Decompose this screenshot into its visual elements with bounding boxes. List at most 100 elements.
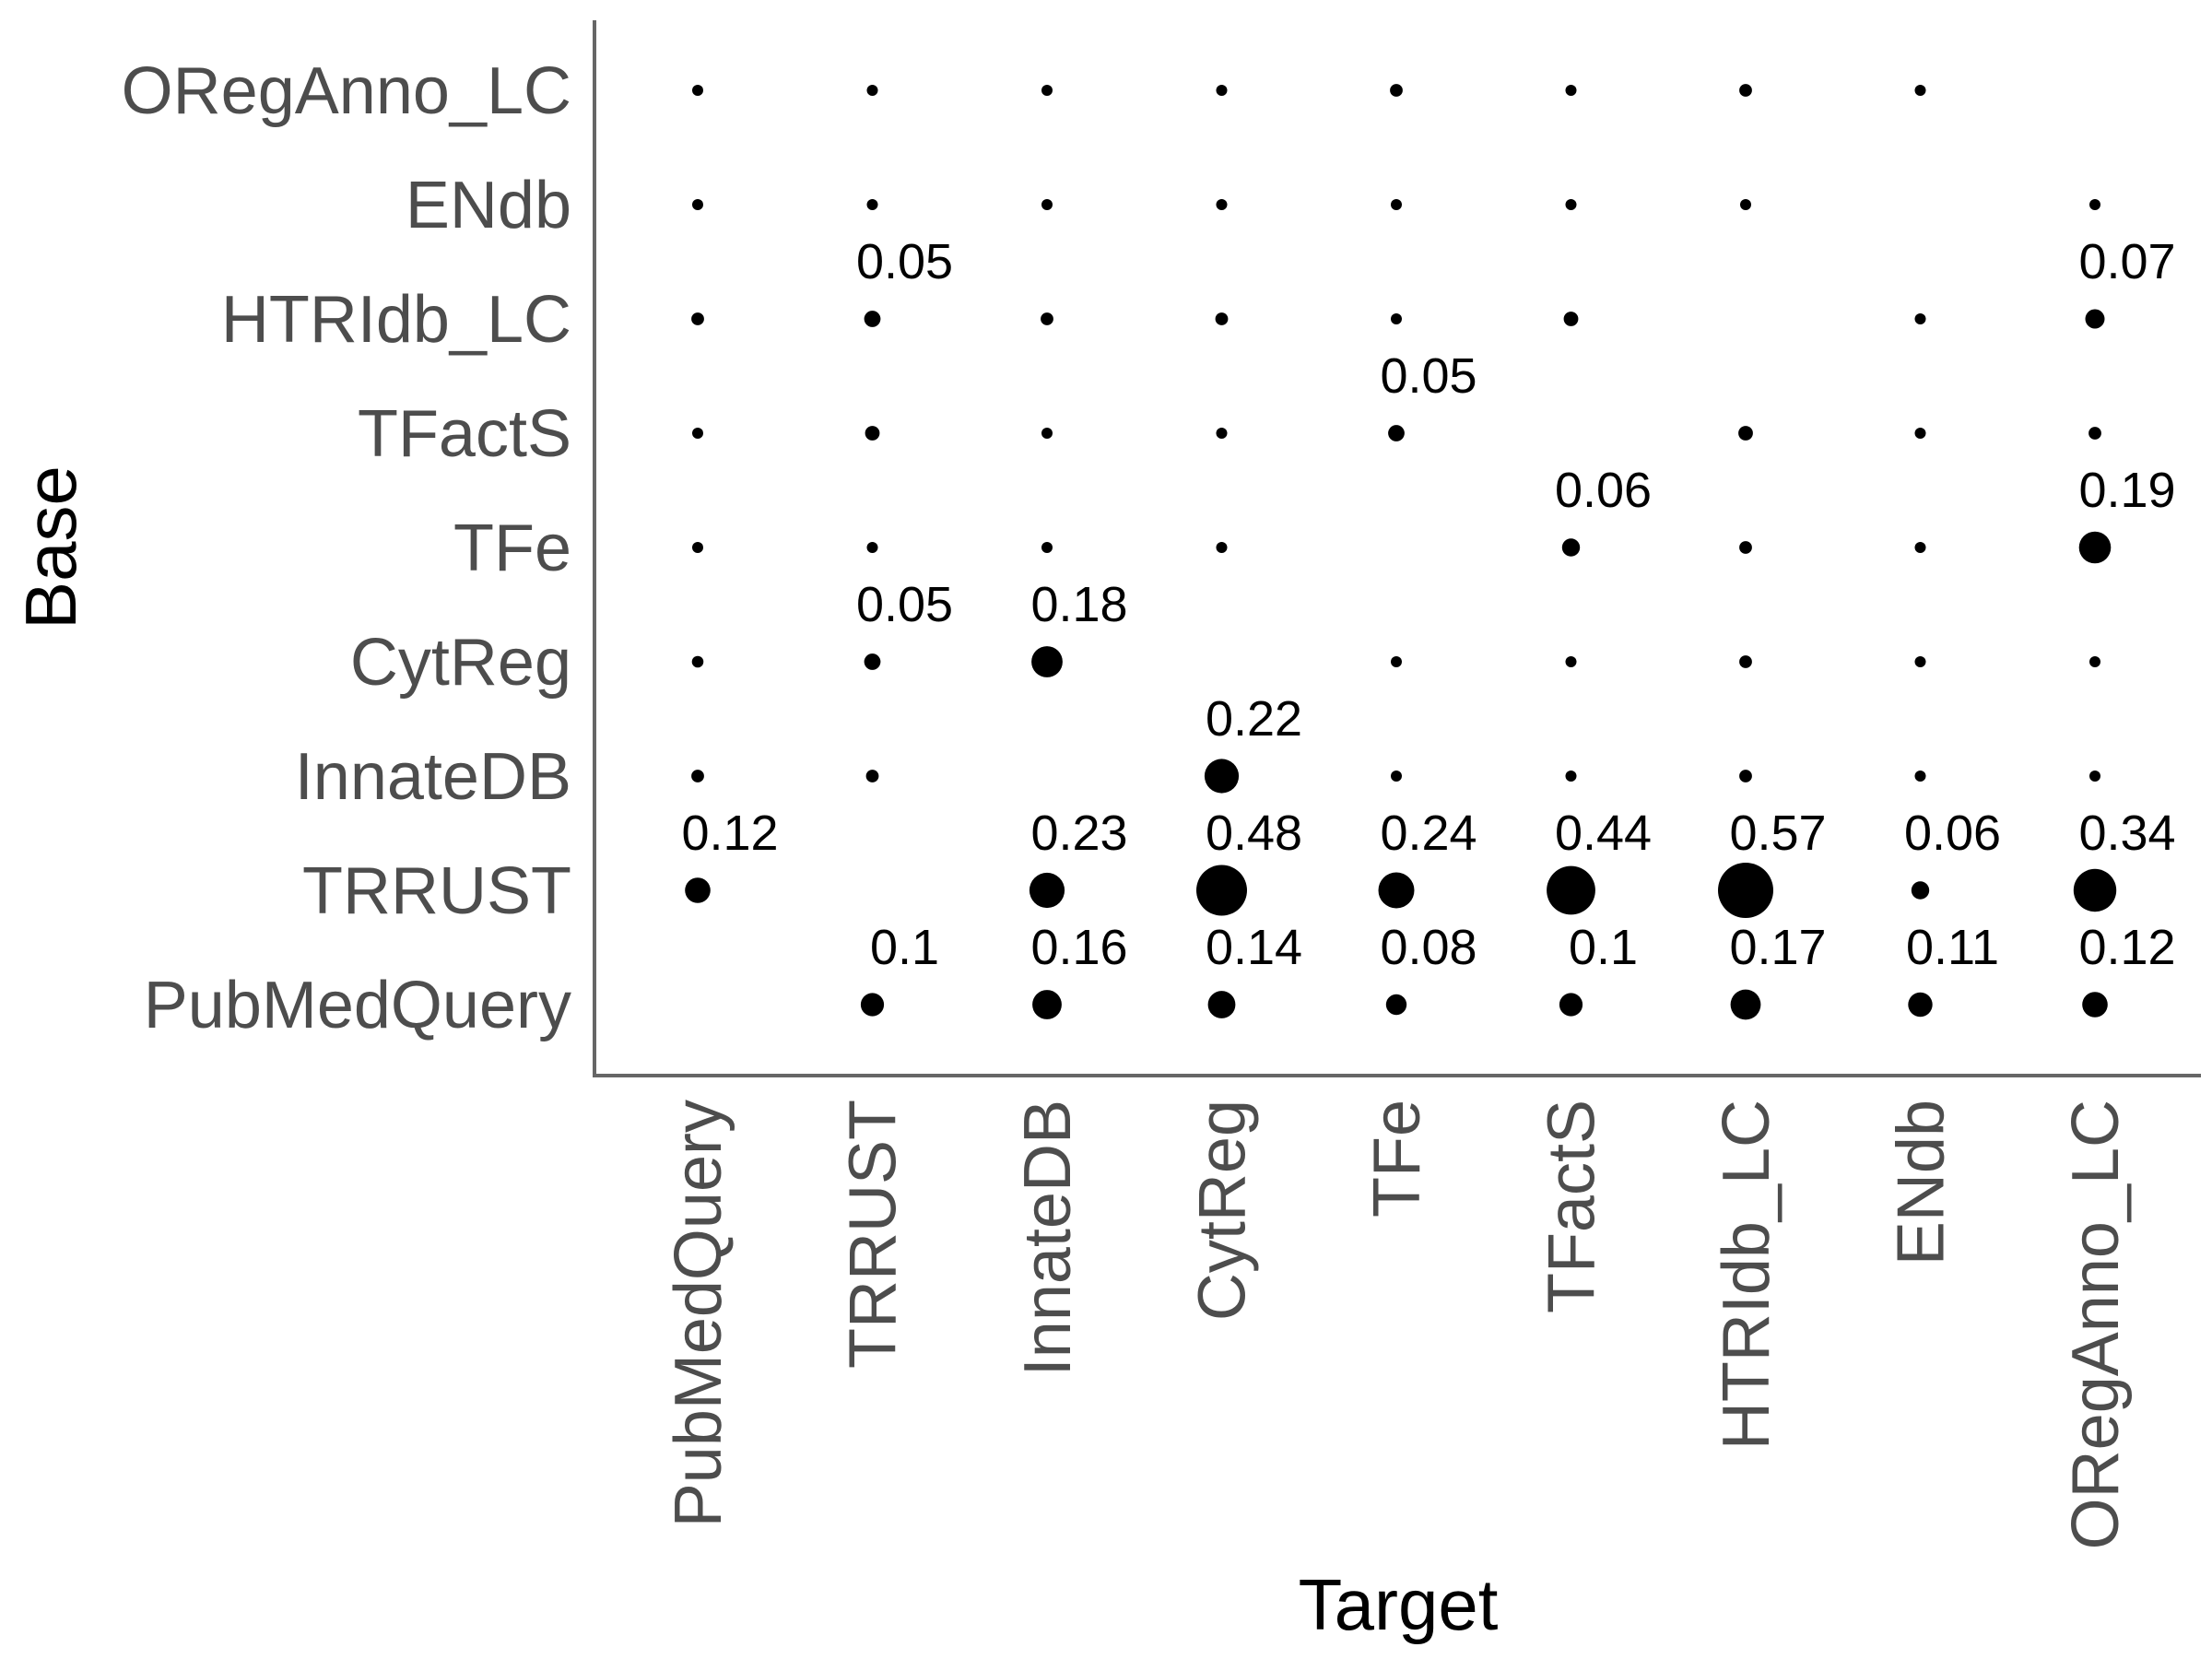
y-tick-label: TFe bbox=[453, 512, 571, 585]
data-point bbox=[865, 426, 880, 441]
data-point bbox=[1718, 863, 1773, 918]
y-tick-label: InnateDB bbox=[295, 740, 571, 814]
y-tick-label: TFactS bbox=[358, 397, 571, 471]
data-label: 0.05 bbox=[1380, 348, 1477, 404]
data-point bbox=[1914, 656, 1926, 667]
data-point bbox=[1914, 542, 1926, 553]
data-label: 0.23 bbox=[1030, 806, 1127, 861]
data-label: 0.14 bbox=[1206, 920, 1302, 975]
data-label: 0.16 bbox=[1030, 920, 1127, 975]
y-tick-label: CytReg bbox=[350, 626, 571, 700]
data-label: 0.12 bbox=[681, 806, 778, 861]
x-tick-labels: PubMedQuery TRRUST InnateDB CytReg TFe TFactS… bbox=[662, 1100, 2133, 1549]
data-label: 0.17 bbox=[1729, 920, 1826, 975]
data-label: 0.18 bbox=[1030, 577, 1127, 632]
data-point bbox=[692, 428, 703, 439]
data-point bbox=[2088, 427, 2101, 440]
x-tick-label: PubMedQuery bbox=[662, 1100, 735, 1527]
data-point bbox=[1914, 428, 1926, 439]
data-label: 0.1 bbox=[870, 920, 939, 975]
data-point bbox=[2078, 531, 2112, 564]
data-point bbox=[1730, 989, 1761, 1020]
data-point bbox=[692, 199, 703, 210]
data-point bbox=[1391, 313, 1402, 324]
data-label: 0.08 bbox=[1380, 920, 1477, 975]
data-point bbox=[1740, 199, 1751, 210]
data-point bbox=[1378, 872, 1415, 909]
data-label: 0.57 bbox=[1729, 806, 1826, 861]
data-point bbox=[1041, 199, 1053, 210]
data-point bbox=[864, 311, 881, 327]
data-label: 0.24 bbox=[1380, 806, 1477, 861]
x-tick-label: TFe bbox=[1360, 1100, 1434, 1218]
data-point bbox=[860, 993, 885, 1017]
data-point bbox=[1914, 85, 1926, 96]
data-point bbox=[864, 653, 881, 670]
data-point bbox=[692, 542, 703, 553]
y-axis-title: Base bbox=[10, 465, 91, 629]
data-point bbox=[1565, 656, 1577, 667]
data-label: 0.07 bbox=[2078, 234, 2175, 289]
y-tick-label: TRRUST bbox=[302, 854, 571, 928]
x-tick-label: ENdb bbox=[1885, 1100, 1959, 1265]
data-point bbox=[1565, 199, 1577, 210]
data-point bbox=[691, 312, 704, 325]
data-point bbox=[1388, 425, 1405, 441]
data-point bbox=[1914, 771, 1926, 782]
data-point bbox=[866, 85, 878, 96]
data-label: 0.06 bbox=[1904, 806, 2001, 861]
x-tick-label: InnateDB bbox=[1011, 1100, 1085, 1376]
data-point bbox=[1908, 992, 1933, 1018]
data-label: 0.05 bbox=[856, 234, 953, 289]
data-point bbox=[1390, 84, 1403, 97]
data-point bbox=[2085, 309, 2105, 329]
data-point bbox=[1391, 199, 1402, 210]
data-label: 0.12 bbox=[2078, 920, 2175, 975]
data-point bbox=[1739, 541, 1752, 554]
data-point bbox=[865, 770, 879, 782]
data-point bbox=[866, 542, 878, 553]
data-point bbox=[1738, 426, 1753, 441]
data-point bbox=[1565, 85, 1577, 96]
data-labels-layer: 0.1 0.16 0.14 0.08 0.1 0.17 0.11 0.12 0.12 0.23 0.… bbox=[681, 234, 2175, 975]
data-point bbox=[1216, 428, 1228, 439]
y-tick-label: ORegAnno_LC bbox=[122, 54, 571, 128]
data-label: 0.1 bbox=[1569, 920, 1638, 975]
y-tick-label: PubMedQuery bbox=[144, 969, 571, 1042]
data-label: 0.22 bbox=[1206, 691, 1302, 747]
data-label: 0.06 bbox=[1555, 463, 1652, 518]
data-point bbox=[1207, 991, 1236, 1018]
data-point bbox=[1216, 199, 1228, 210]
data-point bbox=[1032, 990, 1062, 1019]
data-point bbox=[1547, 865, 1595, 915]
data-label: 0.11 bbox=[1906, 920, 1999, 975]
data-point bbox=[1914, 313, 1926, 324]
y-tick-label: HTRIdb_LC bbox=[221, 283, 571, 357]
data-point bbox=[1031, 646, 1063, 677]
data-point bbox=[1041, 542, 1053, 553]
data-point bbox=[1041, 85, 1053, 96]
data-point bbox=[1563, 312, 1579, 326]
data-point bbox=[1911, 881, 1930, 900]
x-tick-label: TRRUST bbox=[837, 1100, 911, 1369]
data-point bbox=[691, 655, 704, 668]
y-tick-labels: PubMedQuery TRRUST InnateDB CytReg TFe TFactS… bbox=[122, 54, 571, 1042]
data-point bbox=[1565, 771, 1577, 782]
data-point bbox=[1041, 428, 1053, 439]
data-label: 0.44 bbox=[1555, 806, 1652, 861]
data-point bbox=[1739, 84, 1752, 97]
data-point bbox=[1029, 872, 1065, 909]
data-point bbox=[1041, 312, 1053, 325]
data-point bbox=[1559, 993, 1583, 1017]
data-point bbox=[1215, 312, 1229, 325]
x-tick-label: ORegAnno_LC bbox=[2059, 1100, 2133, 1549]
data-point bbox=[2089, 656, 2100, 667]
data-point bbox=[1739, 655, 1752, 668]
data-point bbox=[1739, 770, 1752, 782]
data-label: 0.19 bbox=[2078, 463, 2175, 518]
points-layer bbox=[685, 84, 2117, 1020]
data-point bbox=[692, 85, 703, 96]
data-point bbox=[1561, 538, 1581, 557]
data-point bbox=[2073, 868, 2117, 912]
